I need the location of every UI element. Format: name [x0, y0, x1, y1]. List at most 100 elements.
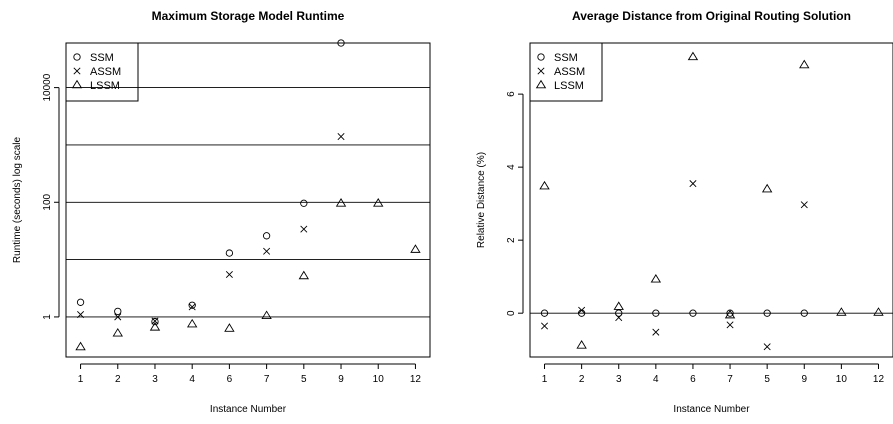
- distance-chart-title: Average Distance from Original Routing S…: [572, 9, 851, 23]
- distance-chart-x-tick-label: 7: [727, 374, 733, 385]
- runtime-chart-point-ssm: [114, 307, 122, 316]
- runtime-chart-point-assm: [77, 311, 85, 319]
- runtime-chart-x-tick-label: 9: [338, 374, 344, 385]
- runtime-chart-point-assm: [114, 313, 122, 321]
- distance-chart-legend-marker-lssm: [535, 79, 547, 89]
- distance-chart-point-lssm: [799, 59, 810, 69]
- distance-chart-point-lssm: [687, 51, 699, 61]
- runtime-chart-x-tick-label: 1: [78, 374, 84, 385]
- runtime-chart-y-tick-label: 100: [42, 193, 53, 210]
- runtime-chart-y-tick-label: 10000: [42, 73, 53, 101]
- runtime-chart-x-tick-label: 12: [410, 374, 422, 385]
- distance-chart-x-tick-label: 10: [836, 374, 848, 385]
- distance-chart-point-lssm: [539, 180, 550, 190]
- distance-chart-point-assm: [800, 201, 808, 209]
- runtime-chart-y-tick-label: 1: [42, 314, 53, 320]
- runtime-chart-point-lssm: [261, 310, 272, 320]
- distance-chart-legend-box: [529, 42, 603, 102]
- runtime-chart-point-lssm: [186, 318, 198, 328]
- runtime-chart-point-ssm: [262, 232, 271, 240]
- distance-chart-point-lssm: [836, 307, 847, 316]
- distance-chart-point-ssm: [615, 309, 623, 317]
- runtime-chart-point-assm: [151, 317, 159, 325]
- runtime-chart-point-assm: [337, 133, 345, 141]
- runtime-chart-point-lssm: [75, 341, 86, 351]
- distance-chart-point-lssm: [724, 309, 736, 319]
- distance-chart-point-ssm: [800, 309, 808, 317]
- distance-chart-point-ssm: [763, 309, 771, 317]
- runtime-chart-x-tick-label: 3: [152, 374, 158, 385]
- distance-chart-point-assm: [689, 180, 697, 188]
- distance-chart-point-ssm: [652, 309, 660, 317]
- runtime-chart-point-assm: [188, 303, 196, 311]
- distance-chart-y-tick-label: 4: [506, 164, 517, 170]
- distance-chart-x-tick-label: 4: [653, 374, 659, 385]
- runtime-chart-point-ssm: [151, 317, 159, 326]
- runtime-chart-point-ssm: [188, 301, 196, 309]
- distance-chart-point-assm: [726, 321, 734, 329]
- distance-chart-legend: SSM ASSM LSSM: [529, 42, 603, 102]
- distance-chart-legend-label-assm: ASSM: [554, 66, 585, 78]
- runtime-chart-point-lssm: [298, 270, 310, 280]
- distance-chart-point-lssm: [576, 340, 587, 349]
- distance-chart-point-ssm: [689, 309, 697, 317]
- distance-chart-x-tick-label: 6: [690, 374, 696, 385]
- runtime-chart-legend-label-assm: ASSM: [90, 66, 121, 78]
- distance-chart-x-tick-label: 5: [764, 374, 770, 385]
- runtime-chart-legend-label-lssm: LSSM: [90, 80, 120, 92]
- distance-chart-x-tick-label: 1: [542, 374, 548, 385]
- distance-chart-plot-frame: [529, 42, 893, 358]
- distance-chart-x-tick-label: 3: [616, 374, 622, 385]
- runtime-chart-ylabel: Runtime (seconds) log scale: [12, 136, 23, 263]
- runtime-chart-point-lssm: [112, 327, 123, 337]
- distance-chart-y-tick-label: 6: [506, 91, 517, 97]
- distance-chart-point-ssm: [540, 309, 549, 317]
- runtime-chart-legend-label-ssm: SSM: [90, 52, 114, 64]
- runtime-chart-x-tick-label: 6: [227, 374, 233, 385]
- distance-chart-point-lssm: [650, 273, 662, 283]
- distance-chart-xlabel: Instance Number: [673, 404, 750, 415]
- runtime-chart-legend-marker-assm: [73, 67, 81, 75]
- distance-chart-legend-marker-assm: [537, 67, 545, 75]
- distance-chart-y-tick-label: 0: [506, 310, 517, 316]
- runtime-chart-point-assm: [263, 247, 271, 255]
- distance-chart-x-tick-label: 12: [873, 374, 885, 385]
- distance-chart-point-assm: [578, 306, 586, 314]
- runtime-chart: Maximum Storage Model Runtime Instance N…: [12, 9, 431, 415]
- runtime-chart-legend: SSM ASSM LSSM: [65, 42, 139, 102]
- runtime-chart-point-lssm: [335, 198, 347, 207]
- runtime-chart-point-lssm: [410, 244, 421, 253]
- distance-chart-legend-label-ssm: SSM: [554, 52, 578, 64]
- distance-chart-legend-label-lssm: LSSM: [554, 80, 584, 92]
- runtime-chart-legend-box: [65, 42, 139, 102]
- distance-chart-point-assm: [652, 328, 660, 336]
- runtime-chart-point-assm: [300, 225, 308, 233]
- runtime-chart-x-tick-label: 4: [189, 374, 195, 385]
- runtime-chart-point-lssm: [149, 322, 161, 331]
- runtime-chart-point-assm: [225, 270, 233, 279]
- distance-chart-point-assm: [763, 343, 771, 351]
- distance-chart-point-assm: [541, 322, 549, 330]
- runtime-chart-x-tick-label: 5: [301, 374, 307, 385]
- runtime-chart-point-ssm: [225, 249, 234, 257]
- distance-chart-point-lssm: [873, 307, 884, 316]
- runtime-chart-legend-marker-lssm: [71, 79, 83, 89]
- runtime-chart-point-ssm: [337, 39, 345, 47]
- distance-chart-ylabel: Relative Distance (%): [476, 152, 487, 248]
- distance-chart-y-tick-label: 2: [506, 237, 517, 243]
- runtime-chart-xlabel: Instance Number: [210, 404, 287, 415]
- distance-chart: Average Distance from Original Routing S…: [476, 9, 893, 415]
- runtime-chart-x-tick-label: 10: [373, 374, 385, 385]
- distance-chart-legend-marker-ssm: [537, 53, 545, 61]
- runtime-chart-title: Maximum Storage Model Runtime: [152, 9, 345, 23]
- runtime-chart-point-lssm: [373, 198, 384, 207]
- distance-chart-point-lssm: [613, 301, 624, 310]
- runtime-chart-legend-marker-ssm: [73, 53, 81, 61]
- runtime-chart-point-ssm: [76, 298, 85, 306]
- distance-chart-x-tick-label: 9: [801, 374, 807, 385]
- distance-chart-point-assm: [615, 314, 623, 322]
- runtime-chart-point-ssm: [300, 199, 308, 207]
- runtime-chart-x-tick-label: 7: [264, 374, 270, 385]
- runtime-chart-point-lssm: [224, 323, 235, 332]
